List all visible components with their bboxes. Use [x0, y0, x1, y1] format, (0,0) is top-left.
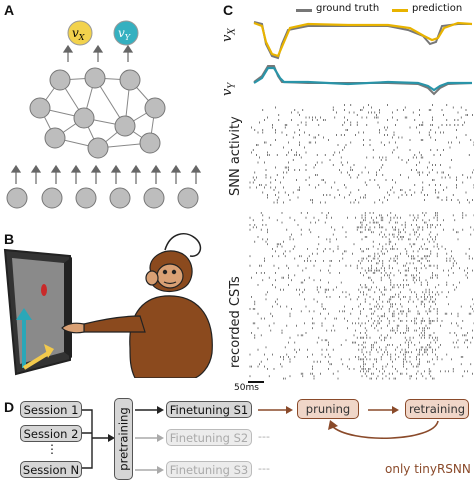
row-label-vy-sub: Y	[227, 82, 238, 89]
recorded-csts-raster	[249, 212, 474, 380]
monkey-task-illustration	[3, 233, 213, 378]
vy-ground-truth	[253, 65, 473, 96]
pretraining-box: pretraining	[114, 398, 133, 480]
output-node-vy	[113, 20, 139, 46]
touchscreen	[3, 248, 72, 376]
recorded-csts-label: recorded CSTs	[228, 276, 243, 368]
pruning-box: pruning	[297, 399, 359, 419]
input-nodes	[6, 187, 199, 209]
neural-network-diagram: vX vY	[6, 20, 202, 209]
panel-a-letter: A	[4, 2, 15, 18]
legend-label-prediction: prediction	[412, 3, 463, 14]
legend-label-ground-truth: ground truth	[316, 3, 380, 14]
monkey	[61, 250, 213, 378]
output-node-vx	[67, 20, 93, 46]
vy-prediction	[253, 66, 472, 92]
legend: ground truth prediction	[296, 3, 474, 17]
output-arrows	[62, 44, 134, 62]
finetuning-s3-box: Finetuning S3	[166, 461, 252, 478]
spike-ticks	[249, 212, 474, 380]
vx-prediction	[253, 21, 473, 58]
snn-activity-label: SNN activity	[228, 116, 243, 196]
sessions-ellipsis: ⋮	[46, 442, 58, 456]
spike-ticks	[249, 104, 474, 204]
input-arrows	[10, 164, 202, 184]
row-label-vx-sub: X	[227, 28, 238, 35]
velocity-arrows	[16, 308, 54, 370]
recurrent-nodes	[29, 67, 166, 159]
finetuning-s3-trail: ---	[258, 462, 270, 475]
panel-d-letter: D	[4, 399, 15, 415]
row-label-vy-base: v	[220, 88, 235, 96]
session-2-box: Session 2	[20, 425, 82, 442]
finetune-to-pruning-arrow	[258, 406, 293, 414]
only-tinyrsnn-note: only tinyRSNN	[385, 462, 471, 476]
retraining-loop-arrow	[328, 420, 439, 439]
finetuning-s2-box: Finetuning S2	[166, 429, 252, 446]
row-label-vx: vX	[220, 28, 238, 42]
scalebar-label: 50ms	[234, 383, 259, 393]
target-dot	[41, 284, 47, 296]
panel-c-letter: C	[223, 2, 234, 18]
legend-swatch-prediction	[392, 9, 408, 12]
session-1-box: Session 1	[20, 401, 82, 418]
vx-ground-truth	[253, 21, 472, 60]
finetuning-s2-trail: ---	[258, 430, 270, 443]
scalebar-line	[248, 381, 264, 383]
sessions-merge-bracket	[82, 409, 115, 469]
row-label-vx-base: v	[220, 34, 235, 42]
retraining-box: retraining	[405, 399, 469, 419]
pruning-to-retraining-arrow	[368, 406, 399, 414]
recording-cable	[164, 233, 202, 257]
finetuning-s1-box: Finetuning S1	[166, 401, 252, 418]
pretraining-label: pretraining	[116, 407, 131, 471]
velocity-traces	[253, 21, 473, 96]
session-n-box: Session N	[20, 461, 82, 478]
snn-activity-raster	[249, 104, 474, 204]
pretraining-arrows	[135, 406, 164, 474]
row-label-vy: vY	[220, 83, 238, 96]
legend-swatch-ground-truth	[296, 9, 312, 12]
panel-b-letter: B	[4, 231, 15, 247]
